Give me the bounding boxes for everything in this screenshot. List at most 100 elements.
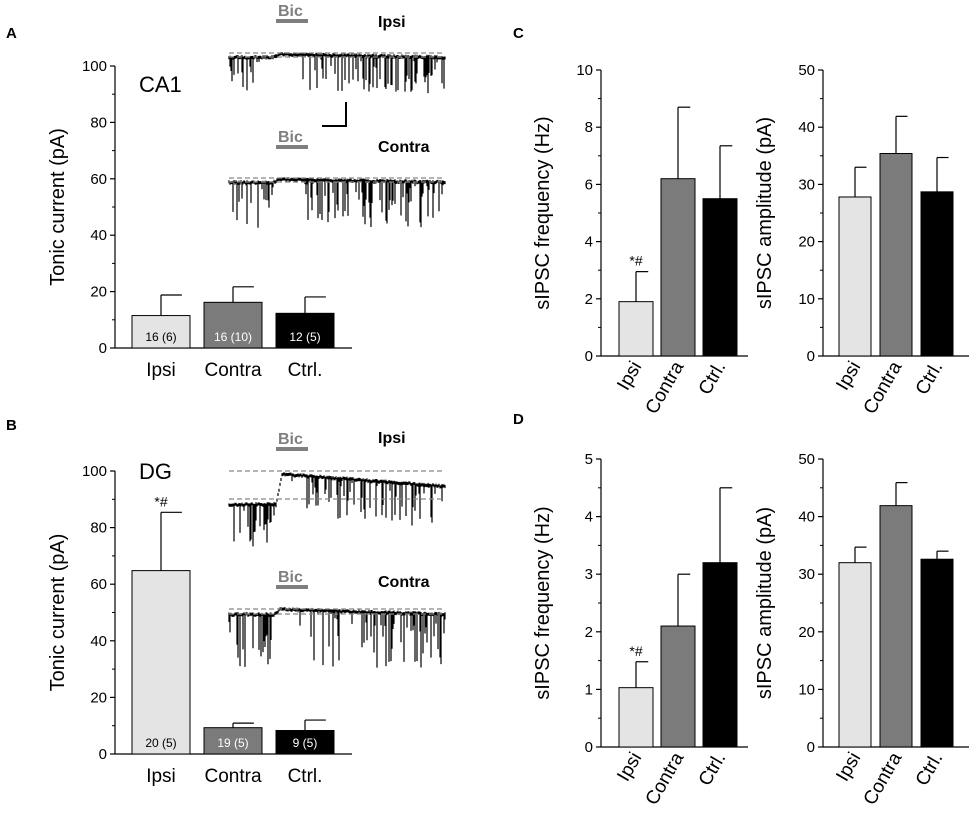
y-tick-label: 30 [798,176,815,193]
y-tick-label: 8 [585,119,593,136]
region-label-dg: DG [139,459,172,484]
significance-marker: *# [629,643,642,659]
category-label: Ipsi [832,749,865,785]
bar-n-label: 12 (5) [289,330,320,344]
category-label: Ctrl. [695,358,731,399]
category-label: Ipsi [832,358,865,394]
bar-contra [879,153,913,357]
y-tick-label: 6 [585,176,593,193]
panel-letter-c: C [513,25,524,42]
trace-label-contra: Contra [378,574,430,591]
chart-dg-tonic-current: 0 20 40 60 80 100 Tonic current (pA) *# 20 (5) Ip… [47,463,352,787]
y-axis-title: sIPSC frequency (Hz) [532,116,554,309]
bar-contra [203,727,263,755]
bar-ctrl [702,562,738,748]
y-tick-label: 40 [798,119,815,136]
panel-letter-d: D [513,411,524,428]
y-tick-label: 10 [576,62,593,79]
category-label: Ipsi [613,358,646,394]
bar-ctrl [920,191,954,357]
category-label: Ctrl. [695,749,731,790]
y-tick-label: 20 [90,284,107,301]
trace-label-ipsi: Ipsi [378,430,406,447]
y-tick-label: 0 [99,340,107,357]
y-axis-title: Tonic current (pA) [47,128,69,286]
bic-label: Bic [278,431,303,448]
category-label: Ctrl. [912,358,948,399]
bar-n-label: 16 (10) [214,330,252,344]
trace-dg-contra-group: Bic Contra [228,569,446,668]
bar-n-label: 19 (5) [217,736,248,750]
bar-n-label: 16 (6) [145,330,176,344]
y-tick-label: 60 [90,576,107,593]
bar-ipsi [838,196,872,357]
panel-letter-b: B [6,417,17,434]
y-tick-label: 10 [798,291,815,308]
y-tick-label: 2 [585,291,593,308]
panel-letter-a: A [6,25,17,42]
trace-dg-ipsi [228,472,446,547]
bic-label: Bic [278,129,303,146]
bar-ctrl [920,558,954,748]
bar-ipsi [838,562,872,748]
significance-marker: *# [629,253,642,269]
category-label: Ipsi [613,749,646,785]
y-tick-label: 40 [90,633,107,650]
bar-contra [660,178,696,357]
trace-ca1-ipsi-group: Bic Ipsi [228,3,446,127]
y-tick-label: 20 [798,234,815,251]
y-tick-label: 2 [585,624,593,641]
trace-ca1-contra-group: Bic Contra [228,129,446,228]
bar-contra [203,301,263,349]
trace-label-ipsi: Ipsi [378,14,406,31]
y-tick-label: 30 [798,566,815,583]
y-tick-label: 100 [82,463,107,480]
bar-ipsi [131,570,191,755]
trace-dg-contra [228,607,446,668]
trace-label-contra: Contra [378,139,430,156]
y-tick-label: 1 [585,681,593,698]
y-axis-title: sIPSC amplitude (pA) [754,507,776,699]
bar-ipsi [618,301,654,357]
category-label: Ipsi [146,766,176,787]
significance-marker: *# [154,493,167,509]
y-tick-label: 0 [807,348,815,365]
category-label: Contra [860,749,907,809]
trace-dg-ipsi-group: Bic Ipsi [228,430,446,547]
y-tick-label: 0 [807,739,815,756]
chart-ca1-tonic-current: 0 20 40 60 80 100 Tonic current (pA) 16 (6) Ipsi… [47,58,352,381]
category-label: Contra [204,766,261,787]
y-axis-title: Tonic current (pA) [47,534,69,692]
bic-label: Bic [278,569,303,586]
chart-d-sipsc-amplitude: 0 10 20 30 40 50 sIPSC amplitude (pA) IpsiContr… [754,451,969,809]
category-label: Ctrl. [912,749,948,790]
trace-ca1-ipsi [228,52,446,94]
bar-n-label: 9 (5) [293,736,318,750]
y-tick-label: 0 [99,746,107,763]
category-label: Contra [204,360,261,381]
y-tick-label: 50 [798,451,815,468]
y-tick-label: 3 [585,566,593,583]
y-tick-label: 20 [90,689,107,706]
y-tick-label: 4 [585,234,593,251]
category-label: Ctrl. [288,360,323,381]
bar-ctrl [702,198,738,357]
scale-bar [322,102,347,127]
y-tick-label: 40 [90,227,107,244]
bar-ctrl [275,312,335,349]
bar-contra [879,505,913,748]
region-label-ca1: CA1 [139,72,182,97]
y-tick-label: 0 [585,739,593,756]
category-label: Ctrl. [288,766,323,787]
bar-ipsi [131,315,191,349]
bic-label: Bic [278,3,303,20]
category-label: Contra [860,358,907,418]
y-tick-label: 5 [585,451,593,468]
y-tick-label: 10 [798,681,815,698]
bar-n-label: 20 (5) [145,736,176,750]
category-label: Ipsi [146,360,176,381]
chart-c-sipsc-amplitude: 0 10 20 30 40 50 sIPSC amplitude (pA) IpsiContr… [754,62,969,418]
y-tick-label: 60 [90,171,107,188]
